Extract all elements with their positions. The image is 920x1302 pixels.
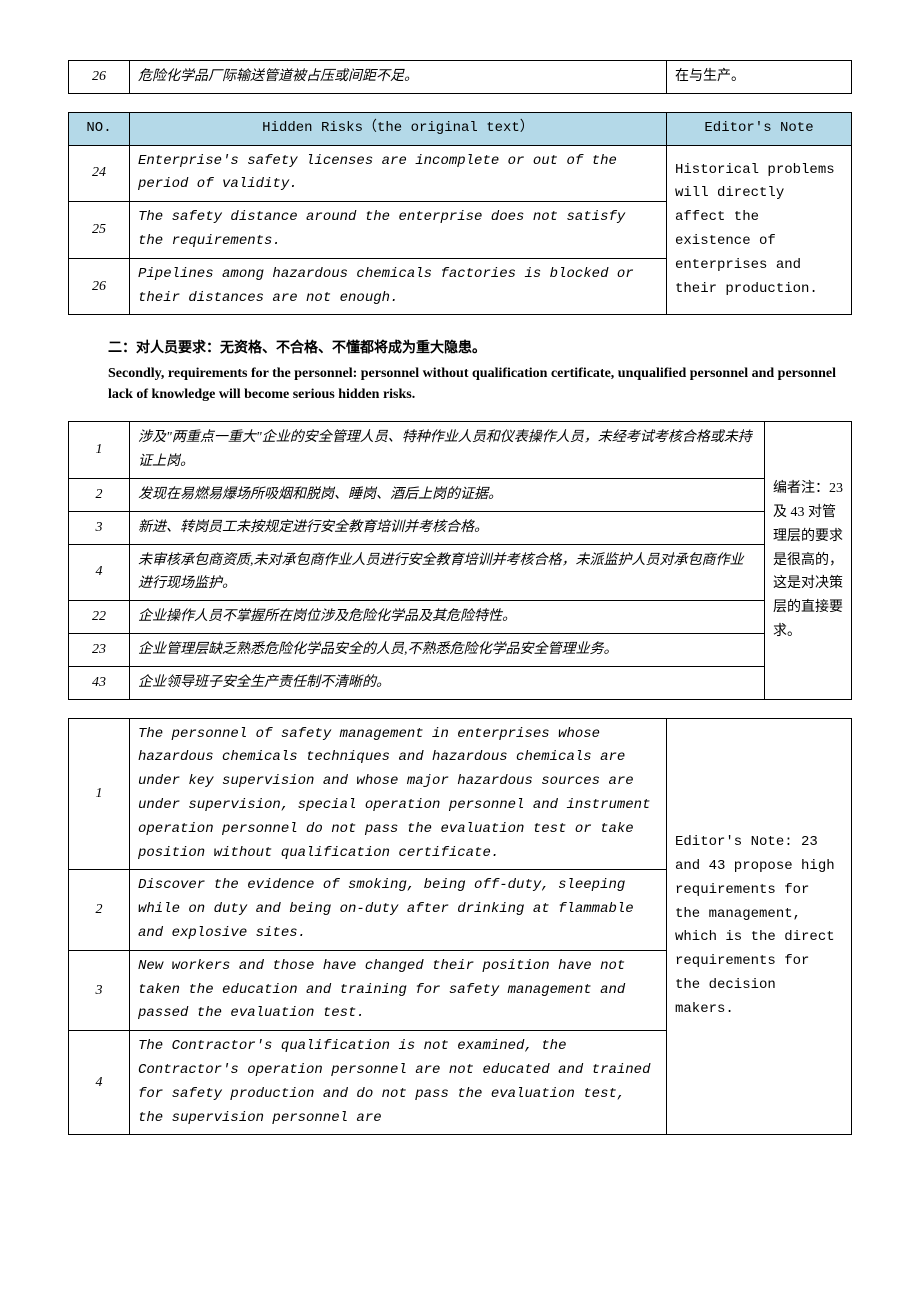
table-4: 1 The personnel of safety management in … bbox=[68, 718, 852, 1136]
table-row: 23 企业管理层缺乏熟悉危险化学品安全的人员,不熟悉危险化学品安全管理业务。 bbox=[69, 633, 852, 666]
cell-no: 1 bbox=[69, 422, 130, 479]
cell-no: 3 bbox=[69, 950, 130, 1030]
cell-no: 43 bbox=[69, 666, 130, 699]
table-row: 43 企业领导班子安全生产责任制不清晰的。 bbox=[69, 666, 852, 699]
table-row: 4 未审核承包商资质,未对承包商作业人员进行安全教育培训并考核合格，未派监护人员… bbox=[69, 544, 852, 601]
cell-no: 4 bbox=[69, 1031, 130, 1135]
table-2: NO. Hidden Risks（the original text） Edit… bbox=[68, 112, 852, 316]
cell-no: 4 bbox=[69, 544, 130, 601]
header-no: NO. bbox=[69, 112, 130, 145]
cell-text: The personnel of safety management in en… bbox=[130, 718, 667, 870]
table-row: 1 涉及"两重点一重大"企业的安全管理人员、特种作业人员和仪表操作人员，未经考试… bbox=[69, 422, 852, 479]
cell-no: 1 bbox=[69, 718, 130, 870]
header-text: Hidden Risks（the original text） bbox=[130, 112, 667, 145]
cell-note: 在与生产。 bbox=[667, 61, 852, 94]
table-row: 22 企业操作人员不掌握所在岗位涉及危险化学品及其危险特性。 bbox=[69, 601, 852, 634]
cell-text: Discover the evidence of smoking, being … bbox=[130, 870, 667, 950]
cell-no: 22 bbox=[69, 601, 130, 634]
cell-no: 23 bbox=[69, 633, 130, 666]
header-note: Editor's Note bbox=[667, 112, 852, 145]
cell-text: 企业操作人员不掌握所在岗位涉及危险化学品及其危险特性。 bbox=[130, 601, 765, 634]
table-3: 1 涉及"两重点一重大"企业的安全管理人员、特种作业人员和仪表操作人员，未经考试… bbox=[68, 421, 852, 699]
cell-no: 2 bbox=[69, 870, 130, 950]
table-row: 1 The personnel of safety management in … bbox=[69, 718, 852, 870]
cell-text: 危险化学品厂际输送管道被占压或间距不足。 bbox=[130, 61, 667, 94]
cell-no: 25 bbox=[69, 202, 130, 259]
cell-note: Editor's Note: 23 and 43 propose high re… bbox=[667, 718, 852, 1135]
table-row: 26 危险化学品厂际输送管道被占压或间距不足。 在与生产。 bbox=[69, 61, 852, 94]
table-row: 2 发现在易燃易爆场所吸烟和脱岗、睡岗、酒后上岗的证据。 bbox=[69, 478, 852, 511]
cell-text: 企业领导班子安全生产责任制不清晰的。 bbox=[130, 666, 765, 699]
cell-text: 新进、转岗员工未按规定进行安全教育培训并考核合格。 bbox=[130, 511, 765, 544]
section-heading-en: Secondly, requirements for the personnel… bbox=[108, 363, 852, 405]
cell-no: 26 bbox=[69, 61, 130, 94]
table-1: 26 危险化学品厂际输送管道被占压或间距不足。 在与生产。 bbox=[68, 60, 852, 94]
cell-text: New workers and those have changed their… bbox=[130, 950, 667, 1030]
table-row: 3 新进、转岗员工未按规定进行安全教育培训并考核合格。 bbox=[69, 511, 852, 544]
table-header: NO. Hidden Risks（the original text） Edit… bbox=[69, 112, 852, 145]
table-row: 24 Enterprise's safety licenses are inco… bbox=[69, 145, 852, 202]
cell-text: 涉及"两重点一重大"企业的安全管理人员、特种作业人员和仪表操作人员，未经考试考核… bbox=[130, 422, 765, 479]
cell-no: 3 bbox=[69, 511, 130, 544]
cell-text: Pipelines among hazardous chemicals fact… bbox=[130, 258, 667, 315]
cell-no: 24 bbox=[69, 145, 130, 202]
cell-text: 未审核承包商资质,未对承包商作业人员进行安全教育培训并考核合格，未派监护人员对承… bbox=[130, 544, 765, 601]
cell-text: Enterprise's safety licenses are incompl… bbox=[130, 145, 667, 202]
cell-text: The Contractor's qualification is not ex… bbox=[130, 1031, 667, 1135]
section-heading-cn: 二：对人员要求：无资格、不合格、不懂都将成为重大隐患。 bbox=[108, 337, 852, 357]
cell-text: 发现在易燃易爆场所吸烟和脱岗、睡岗、酒后上岗的证据。 bbox=[130, 478, 765, 511]
cell-note: 编者注：23 及 43 对管理层的要求是很高的，这是对决策层的直接要求。 bbox=[765, 422, 852, 699]
cell-note: Historical problems will directly affect… bbox=[667, 145, 852, 315]
cell-text: 企业管理层缺乏熟悉危险化学品安全的人员,不熟悉危险化学品安全管理业务。 bbox=[130, 633, 765, 666]
cell-no: 2 bbox=[69, 478, 130, 511]
cell-no: 26 bbox=[69, 258, 130, 315]
cell-text: The safety distance around the enterpris… bbox=[130, 202, 667, 259]
